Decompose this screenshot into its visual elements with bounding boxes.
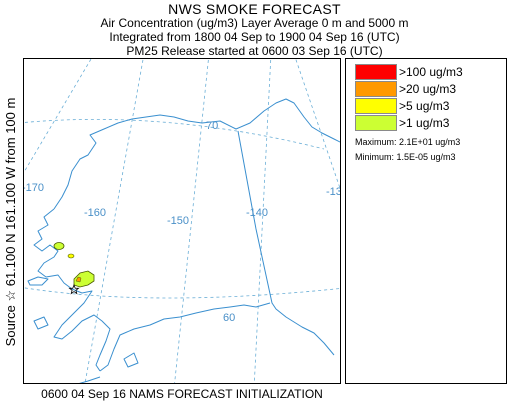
legend-swatch — [355, 64, 397, 80]
legend-label: >5 ug/m3 — [399, 99, 450, 113]
plume-east — [67, 253, 75, 259]
forecast-initialization-caption: 0600 04 Sep 16 NAMS FORECAST INITIALIZAT… — [41, 387, 323, 401]
plume-core — [75, 276, 82, 283]
longitude-160-line — [84, 59, 144, 383]
alaska-map: -170 -160 -150 -140 -130 70 60 — [24, 59, 341, 383]
lon-label-140: -140 — [246, 207, 268, 219]
longitude-170-line — [24, 59, 92, 173]
legend-label: >20 ug/m3 — [399, 82, 457, 96]
southwest-coast — [33, 208, 111, 372]
longitude-130-line — [295, 59, 340, 190]
nunivak-island — [33, 316, 49, 330]
lon-label-150: -150 — [167, 215, 189, 227]
layer-description: Air Concentration (ug/m3) Layer Average … — [100, 16, 409, 30]
release-info: PM25 Release started at 0600 03 Sep 16 (… — [126, 44, 383, 58]
longitude-140-line — [253, 59, 272, 383]
integration-period: Integrated from 1800 04 Sep to 1900 04 S… — [109, 30, 400, 44]
border-and-southeast-coast — [237, 130, 335, 356]
lon-label-170: -170 — [24, 182, 44, 194]
lat-label-70: 70 — [206, 120, 218, 132]
lon-label-130: -130 — [326, 186, 341, 198]
longitude-150-line — [174, 59, 209, 383]
latitude-60-line — [24, 287, 340, 299]
legend-panel: >100 ug/m3 >20 ug/m3 >5 ug/m3 >1 ug/m3 M… — [345, 58, 507, 384]
coastline — [27, 98, 340, 383]
st-lawrence-island — [27, 276, 49, 286]
source-label: Source ☆ 61.100 N 161.100 W from 100 m — [0, 58, 22, 386]
maximum-value: Maximum: 2.1E+01 ug/m3 — [355, 137, 461, 147]
cook-inlet-coast — [99, 302, 271, 372]
source-location-text: Source ☆ 61.100 N 161.100 W from 100 m — [3, 97, 18, 347]
legend-swatch — [355, 98, 397, 114]
lon-label-160: -160 — [84, 207, 106, 219]
legend-label: >1 ug/m3 — [399, 116, 450, 130]
graticule — [24, 59, 340, 383]
aleutian-chain — [79, 376, 101, 383]
latitude-70-line — [24, 118, 325, 150]
legend-swatch — [355, 115, 397, 131]
legend-label: >100 ug/m3 — [399, 65, 463, 79]
smoke-plumes — [53, 242, 95, 288]
lat-label-60: 60 — [223, 312, 235, 324]
minimum-value: Minimum: 1.5E-05 ug/m3 — [355, 152, 456, 162]
forecast-title: NWS SMOKE FORECAST — [168, 1, 341, 17]
north-coast — [53, 98, 340, 210]
legend-swatch — [355, 81, 397, 97]
plume-north — [53, 242, 65, 250]
star-icon — [68, 283, 80, 295]
map-panel: -170 -160 -150 -140 -130 70 60 — [23, 58, 341, 384]
plume-main — [73, 270, 95, 288]
kodiak-island — [123, 352, 139, 368]
